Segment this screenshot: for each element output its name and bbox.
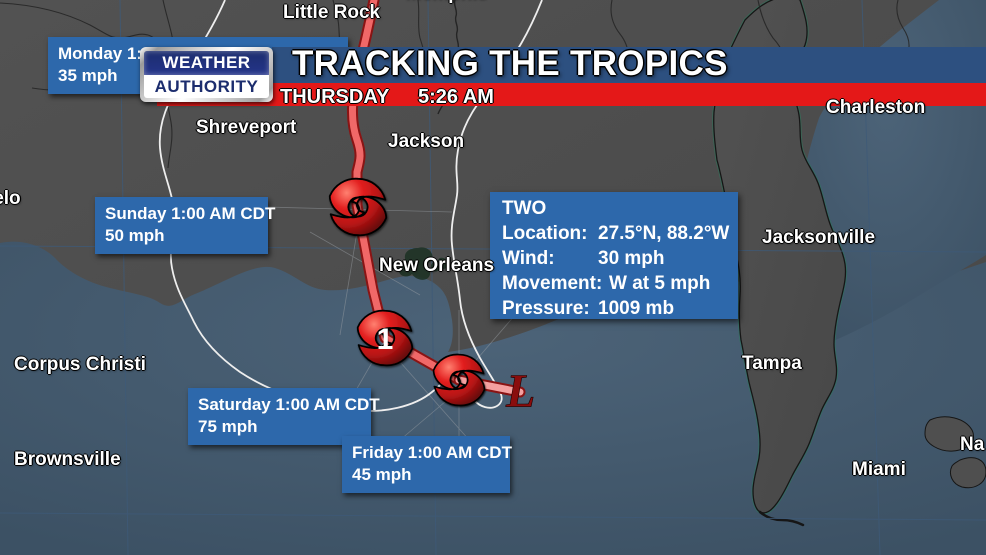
svg-text:1: 1 bbox=[377, 323, 394, 356]
svg-text:L: L bbox=[505, 365, 535, 418]
